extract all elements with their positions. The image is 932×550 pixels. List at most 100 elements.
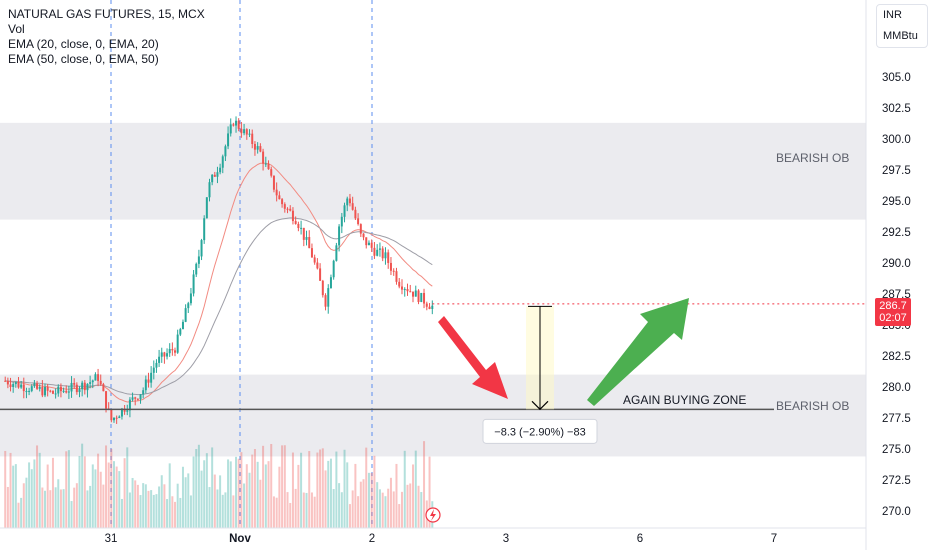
- unit-label[interactable]: MMBtu: [883, 30, 918, 42]
- volume-bar: [123, 458, 126, 528]
- volume-bar: [270, 443, 273, 528]
- y-tick-label: 280.0: [882, 382, 911, 394]
- legend-ema20[interactable]: EMA (20, close, 0, EMA, 20): [8, 37, 159, 51]
- bearish-ob-zone-1[interactable]: [0, 122, 866, 220]
- legend-ema50[interactable]: EMA (50, close, 0, EMA, 50): [8, 52, 159, 66]
- volume-bar: [211, 447, 214, 528]
- candle: [302, 227, 305, 240]
- volume-bar: [253, 449, 256, 528]
- bearish-ob-zone-2[interactable]: [0, 374, 866, 457]
- volume-bar: [414, 450, 417, 528]
- volume-bar: [152, 494, 155, 528]
- candle: [294, 221, 297, 224]
- candle: [332, 260, 335, 278]
- volume-bar: [267, 461, 270, 528]
- volume-bar: [423, 441, 426, 528]
- candle: [189, 293, 192, 304]
- volume-bar: [118, 471, 121, 528]
- candle: [195, 263, 198, 275]
- candle: [229, 124, 232, 134]
- volume-bar: [171, 496, 174, 528]
- volume-bar: [398, 504, 401, 528]
- candle: [73, 382, 76, 385]
- volume-bar: [291, 452, 294, 528]
- volume-bar: [102, 484, 105, 528]
- volume-bar: [384, 496, 387, 528]
- volume-bar: [189, 495, 192, 528]
- candle: [115, 417, 118, 419]
- annotation-again-buying-zone[interactable]: AGAIN BUYING ZONE: [623, 393, 746, 407]
- candle: [20, 384, 23, 388]
- volume-bar: [158, 486, 161, 528]
- candle: [281, 199, 284, 205]
- candle: [134, 397, 137, 399]
- candle: [46, 387, 49, 391]
- candle: [187, 303, 190, 309]
- volume-bar: [400, 491, 403, 528]
- candle: [205, 197, 208, 219]
- volume-bar: [275, 497, 278, 528]
- volume-bar: [281, 445, 284, 528]
- candle: [310, 248, 313, 258]
- candle: [354, 209, 357, 219]
- volume-bar: [44, 490, 47, 528]
- candle: [420, 292, 423, 302]
- volume-bar: [25, 477, 28, 528]
- volume-bar: [195, 449, 198, 528]
- volume-bar: [354, 463, 357, 528]
- legend-title[interactable]: NATURAL GAS FUTURES, 15, MCX: [8, 7, 205, 21]
- volume-bar: [142, 483, 145, 528]
- candle: [89, 382, 92, 384]
- candle: [324, 295, 327, 307]
- volume-bar: [370, 472, 373, 528]
- bullish-arrow[interactable]: [587, 298, 689, 406]
- volume-bar: [184, 477, 187, 528]
- bearish-arrow[interactable]: [438, 316, 508, 399]
- candle: [224, 146, 227, 157]
- lightning-icon[interactable]: [425, 507, 441, 523]
- candle: [51, 390, 54, 394]
- candle: [208, 182, 211, 198]
- candle: [381, 248, 384, 259]
- candle: [33, 383, 36, 387]
- volume-bar: [395, 463, 398, 528]
- volume-bar: [392, 491, 395, 528]
- volume-bar: [381, 492, 384, 528]
- candle: [291, 210, 294, 222]
- volume-bar: [340, 492, 343, 528]
- volume-bar: [99, 471, 102, 528]
- volume-bar: [136, 484, 139, 528]
- currency-label[interactable]: INR: [883, 9, 902, 21]
- y-tick-label: 302.5: [882, 103, 911, 115]
- currency-unit-selector[interactable]: INR MMBtu: [876, 4, 928, 48]
- volume-bar: [94, 469, 97, 528]
- zone-label-1: BEARISH OB: [776, 151, 849, 165]
- volume-bar: [166, 499, 169, 528]
- volume-bar: [168, 463, 171, 528]
- overlay-drawings[interactable]: −8.3 (−2.90%) −83 AGAIN BUYING ZONE: [0, 298, 866, 523]
- candle: [166, 353, 169, 357]
- lightning-icon-bolt: [430, 509, 436, 521]
- candle: [99, 380, 102, 385]
- candle: [110, 409, 113, 421]
- candle: [378, 248, 381, 250]
- volume-bar: [351, 490, 354, 528]
- volume-bar: [376, 482, 379, 528]
- y-tick-label: 300.0: [882, 134, 911, 146]
- volume-bar: [338, 483, 341, 528]
- candle: [428, 306, 431, 309]
- candle: [152, 367, 155, 373]
- volume-bar: [245, 464, 248, 528]
- candle: [338, 226, 341, 246]
- volume-bar: [357, 496, 360, 528]
- candle: [83, 382, 86, 391]
- volume-bar: [30, 469, 33, 528]
- legend-vol[interactable]: Vol: [8, 22, 25, 36]
- x-tick-label: 6: [637, 533, 643, 545]
- volume-bar: [179, 497, 182, 528]
- volume-bar: [272, 496, 275, 528]
- candle: [373, 247, 376, 256]
- candle: [158, 356, 161, 363]
- candle: [30, 386, 33, 391]
